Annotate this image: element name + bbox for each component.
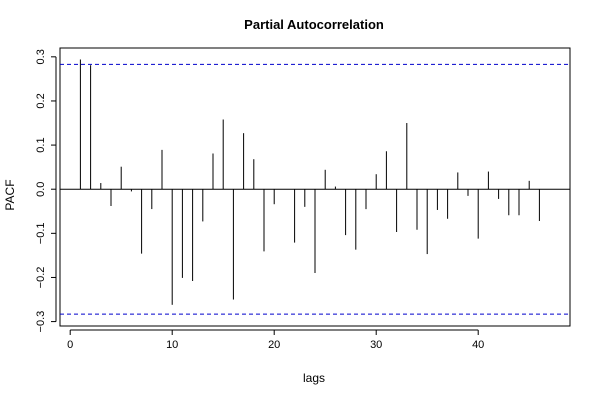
y-tick-label: 0.1	[35, 137, 47, 152]
x-tick-label: 40	[472, 339, 484, 351]
x-tick-label: 30	[370, 339, 382, 351]
chart-marks: 0 10 20 30 40 −0.3 −0.2 −0.1 0.0 0.1 0.2 0.3	[35, 49, 570, 351]
x-tick-label: 0	[67, 339, 73, 351]
y-tick-label: 0.3	[35, 49, 47, 64]
y-tick-label: 0.0	[35, 182, 47, 197]
x-tick-label: 20	[268, 339, 280, 351]
plot-frame	[59, 47, 571, 327]
y-tick-label: 0.2	[35, 93, 47, 108]
y-tick-label: −0.3	[35, 311, 47, 333]
y-tick-label: −0.2	[35, 267, 47, 289]
y-axis-label: PACF	[3, 179, 17, 210]
chart-title: Partial Autocorrelation	[244, 17, 384, 32]
x-tick-label: 10	[166, 339, 178, 351]
y-tick-label: −0.1	[35, 222, 47, 244]
x-axis-label: lags	[303, 371, 325, 385]
